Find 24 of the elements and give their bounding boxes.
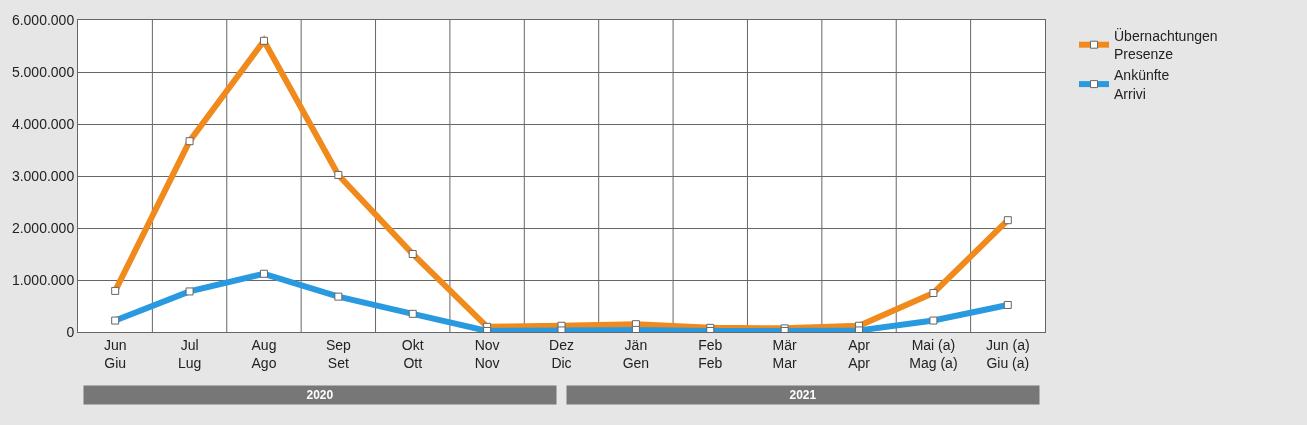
- y-tick-label: 6.000.000: [11, 11, 75, 28]
- x-tick-label: Nov Nov: [474, 336, 500, 371]
- text: 2020: [306, 388, 334, 402]
- text: 2021: [789, 388, 817, 402]
- y-tick-label: 0: [66, 323, 75, 340]
- y-tick-label: 2.000.000: [11, 219, 75, 236]
- x-tick-label: Aug Ago: [251, 336, 277, 371]
- legend-label: Übernachtungen Presenze: [1114, 27, 1218, 63]
- x-tick-label: Jun Giu: [103, 336, 127, 371]
- x-tick-label: Jul Lug: [177, 336, 202, 371]
- y-tick-label: 3.000.000: [11, 167, 75, 184]
- legend-label: Ankünfte Arrivi: [1114, 67, 1170, 102]
- x-tick-label: Feb Feb: [698, 336, 723, 371]
- x-tick-label: Jun (a) Giu (a): [986, 336, 1030, 371]
- x-tick-label: Okt Ott: [401, 336, 424, 371]
- x-tick-label: Mär Mar: [772, 336, 798, 371]
- x-tick-label: Dez Dic: [549, 336, 574, 371]
- x-tick-label: Mai (a) Mag (a): [909, 336, 958, 371]
- x-tick-label: Jän Gen: [622, 336, 650, 371]
- y-tick-label: 1.000.000: [11, 271, 75, 288]
- x-tick-label: Sep Set: [325, 336, 352, 371]
- y-tick-label: 5.000.000: [11, 63, 75, 80]
- y-tick-label: 4.000.000: [11, 115, 75, 132]
- x-tick-label: Apr Apr: [848, 336, 871, 371]
